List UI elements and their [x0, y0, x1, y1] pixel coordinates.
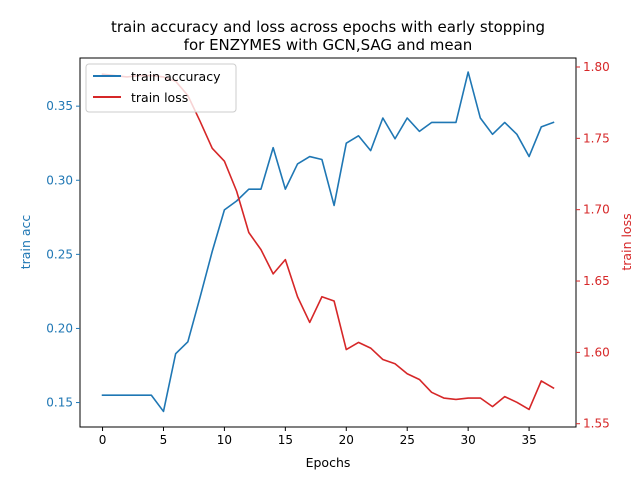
y-axis-right: 1.55 1.60 1.65 1.70 1.75 1.80 — [576, 60, 610, 431]
legend-label-train-accuracy: train accuracy — [131, 69, 221, 84]
y-axis-left-label: train acc — [18, 215, 33, 270]
x-axis-label: Epochs — [306, 455, 351, 470]
x-tick-label: 25 — [400, 433, 415, 447]
chart-title-line-1: train accuracy and loss across epochs wi… — [111, 18, 545, 36]
y-axis-left: 0.15 0.20 0.25 0.30 0.35 — [46, 99, 80, 410]
y-right-tick-label: 1.55 — [583, 417, 610, 431]
y-left-tick-label: 0.25 — [46, 247, 73, 261]
y-right-tick-label: 1.60 — [583, 345, 610, 359]
y-left-tick-label: 0.20 — [46, 321, 73, 335]
legend-label-train-loss: train loss — [131, 90, 188, 105]
y-left-tick-label: 0.35 — [46, 99, 73, 113]
chart-title-line-2: for ENZYMES with GCN,SAG and mean — [184, 36, 473, 54]
series-line-train-accuracy — [101, 71, 555, 413]
y-left-tick-label: 0.15 — [46, 396, 73, 410]
x-tick-label: 10 — [217, 433, 232, 447]
legend-box — [85, 63, 237, 113]
x-tick-label: 0 — [99, 433, 107, 447]
plot-area — [79, 57, 577, 428]
plot-frame — [79, 57, 577, 428]
y-right-tick-label: 1.75 — [583, 131, 610, 145]
y-right-tick-label: 1.70 — [583, 203, 610, 217]
y-left-tick-label: 0.30 — [46, 173, 73, 187]
x-axis: 0 5 10 15 20 25 30 35 — [99, 427, 537, 447]
y-axis-right-label: train loss — [619, 213, 634, 270]
x-tick-label: 20 — [339, 433, 354, 447]
x-tick-label: 30 — [461, 433, 476, 447]
y-right-tick-label: 1.65 — [583, 274, 610, 288]
x-tick-label: 35 — [521, 433, 536, 447]
legend: train accuracy train loss — [85, 63, 237, 113]
x-tick-label: 5 — [160, 433, 168, 447]
y-right-tick-label: 1.80 — [583, 60, 610, 74]
x-tick-label: 15 — [278, 433, 293, 447]
